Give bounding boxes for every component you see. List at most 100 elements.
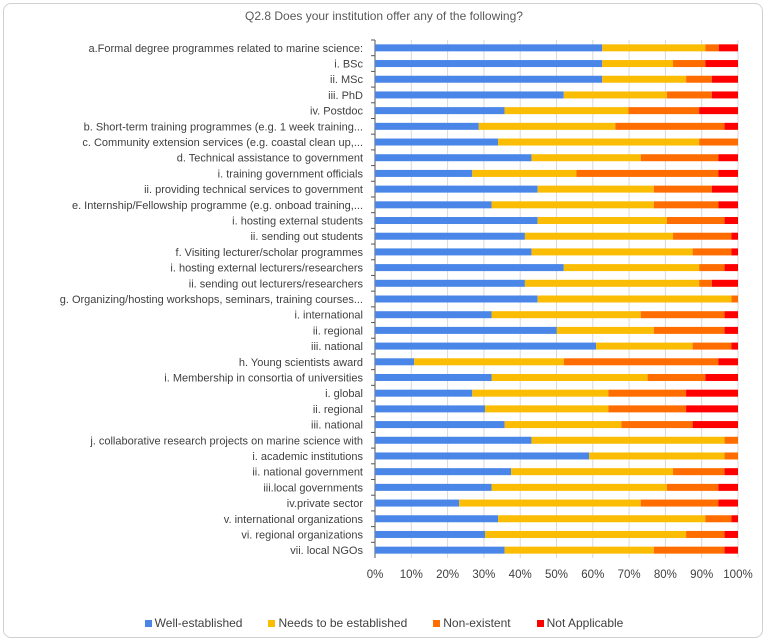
- bar-segment: [602, 60, 674, 68]
- bar-segment: [718, 483, 738, 491]
- bar-segment: [504, 107, 629, 115]
- bar-segment: [686, 405, 738, 413]
- bar-segment: [375, 201, 492, 209]
- bar-segment: [375, 452, 590, 460]
- category-label: a.Formal degree programmes related to ma…: [88, 43, 363, 55]
- category-label: ii. national government: [252, 467, 363, 479]
- legend-label: Well-established: [154, 616, 243, 630]
- x-tick-label: 30%: [472, 569, 495, 581]
- bar-segment: [711, 75, 738, 83]
- bar-segment: [602, 44, 706, 52]
- bar-segment: [718, 169, 738, 177]
- bar-segment: [711, 91, 738, 99]
- bar-segment: [608, 405, 687, 413]
- category-label: iii. PhD: [328, 90, 363, 102]
- bar-segment: [491, 201, 654, 209]
- bar-segment: [375, 468, 512, 476]
- category-label: i. international: [295, 310, 364, 322]
- bar-segment: [705, 515, 732, 523]
- bar-segment: [705, 60, 738, 68]
- category-label: i. Membership in consortia of universiti…: [164, 372, 363, 384]
- bar-segment: [375, 436, 532, 444]
- category-label: i. academic institutions: [252, 451, 363, 463]
- bar-segment: [498, 138, 700, 146]
- bar-segment: [375, 122, 479, 130]
- legend-item: Needs to be established: [268, 616, 407, 630]
- bar-segment: [718, 358, 738, 366]
- bar-segment: [375, 185, 538, 193]
- bar-segment: [731, 232, 738, 240]
- category-label: i. BSc: [334, 59, 363, 71]
- bar-segment: [537, 185, 654, 193]
- bar-segment: [375, 264, 564, 272]
- bar-segment: [491, 311, 641, 319]
- bar-segment: [511, 468, 674, 476]
- bar-segment: [711, 279, 738, 287]
- bar-segment: [615, 122, 725, 130]
- bar-segment: [724, 217, 738, 225]
- category-label: iii.local governments: [263, 482, 363, 494]
- bar-segment: [705, 44, 719, 52]
- bar-segment: [640, 154, 719, 162]
- bar-segment: [375, 421, 505, 429]
- bar-segment: [666, 217, 725, 225]
- bar-segment: [718, 499, 738, 507]
- category-label: ii. providing technical services to gove…: [144, 184, 363, 196]
- category-label: vi. regional organizations: [241, 529, 363, 541]
- bar-segment: [459, 499, 641, 507]
- bar-segment: [375, 311, 492, 319]
- bar-segment: [375, 44, 603, 52]
- bar-segment: [724, 122, 738, 130]
- bar-segment: [589, 452, 725, 460]
- category-label: c. Community extension services (e.g. co…: [82, 137, 363, 149]
- bar-segment: [375, 107, 505, 115]
- bar-segment: [640, 499, 719, 507]
- x-tick-label: 50%: [545, 569, 568, 581]
- bar-segment: [491, 373, 648, 381]
- bar-segment: [375, 405, 485, 413]
- bar-segment: [375, 546, 505, 554]
- category-label: vii. local NGOs: [290, 545, 363, 557]
- category-label: j. collaborative research projects on ma…: [89, 435, 363, 447]
- bar-segment: [414, 358, 564, 366]
- bar-segment: [375, 483, 492, 491]
- bar-segment: [686, 75, 712, 83]
- x-tick-label: 10%: [400, 569, 423, 581]
- bar-segment: [673, 468, 725, 476]
- bar-segment: [724, 264, 738, 272]
- bar-segment: [724, 468, 738, 476]
- bar-segment: [731, 342, 738, 350]
- x-tick-label: 0%: [367, 569, 384, 581]
- bar-segment: [375, 138, 499, 146]
- x-tick-label: 80%: [654, 569, 677, 581]
- bar-segment: [375, 217, 538, 225]
- bar-segment: [621, 421, 693, 429]
- category-label: ii. sending out lecturers/researchers: [189, 278, 364, 290]
- bar-segment: [531, 436, 725, 444]
- x-tick-label: 70%: [618, 569, 641, 581]
- x-tick-label: 60%: [581, 569, 604, 581]
- bar-segment: [653, 546, 725, 554]
- category-label: ii. MSc: [330, 74, 364, 86]
- category-label: v. international organizations: [224, 514, 364, 526]
- category-label: h. Young scientists award: [239, 357, 363, 369]
- bar-segment: [608, 389, 687, 397]
- x-tick-label: 20%: [436, 569, 459, 581]
- bar-segment: [686, 530, 725, 538]
- bar-segment: [692, 342, 732, 350]
- bar-segment: [524, 232, 674, 240]
- legend-swatch: [433, 619, 441, 627]
- bar-segment: [724, 326, 738, 334]
- bar-segment: [563, 264, 700, 272]
- bar-segment: [375, 499, 460, 507]
- bar-segment: [375, 530, 485, 538]
- legend-swatch: [536, 619, 544, 627]
- x-tick-label: 100%: [723, 569, 752, 581]
- category-label: iii. national: [311, 420, 363, 432]
- bar-segment: [653, 201, 719, 209]
- category-label: d. Technical assistance to government: [177, 153, 363, 165]
- category-label: i. training government officials: [218, 168, 364, 180]
- bar-segment: [724, 530, 738, 538]
- bar-segment: [576, 169, 719, 177]
